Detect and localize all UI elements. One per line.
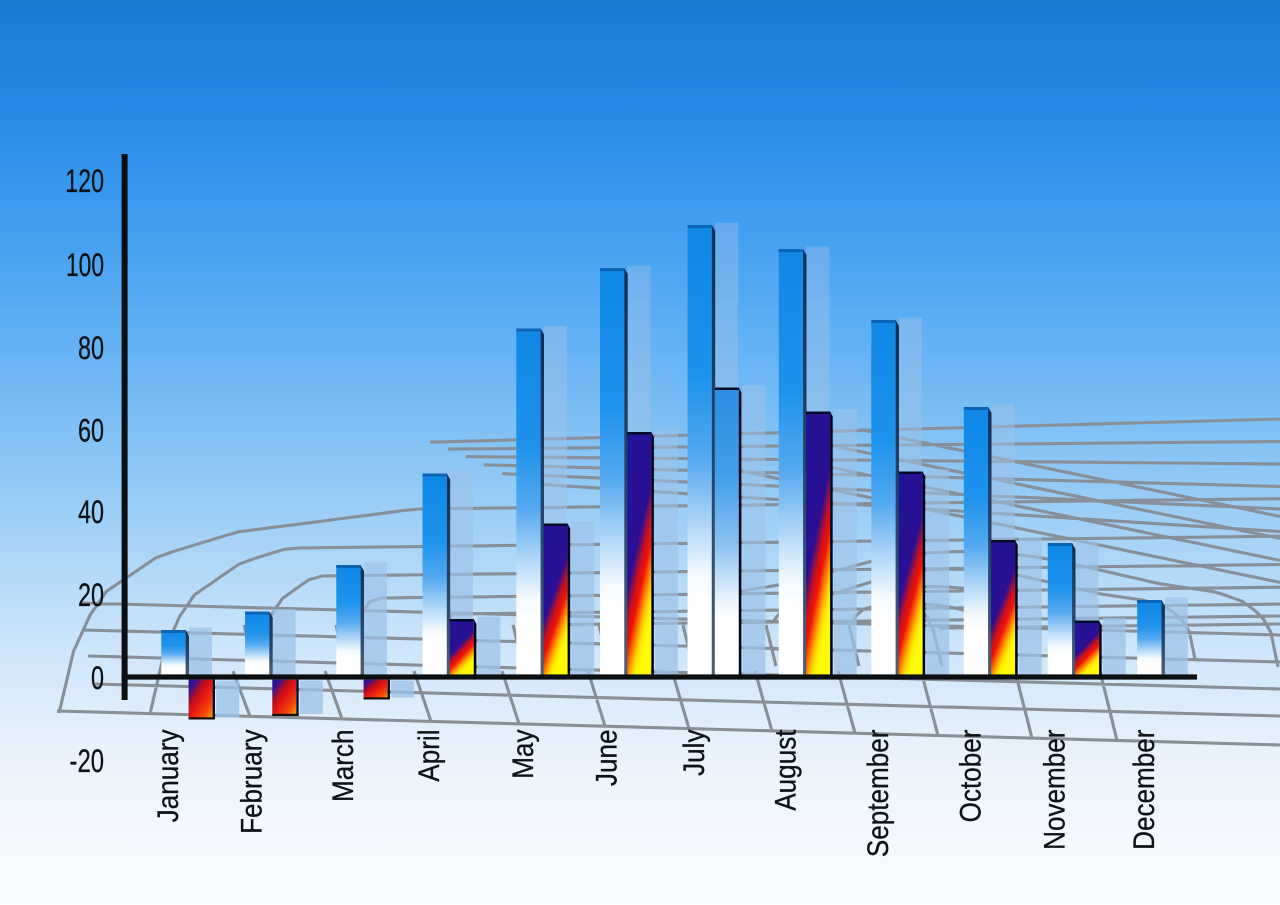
svg-text:20: 20: [78, 577, 104, 613]
svg-text:December: December: [1127, 730, 1160, 850]
svg-text:80: 80: [78, 330, 104, 366]
svg-text:July: July: [677, 730, 710, 776]
svg-text:October: October: [954, 730, 987, 823]
svg-text:-20: -20: [70, 743, 105, 779]
svg-text:September: September: [861, 730, 894, 858]
svg-text:0: 0: [91, 660, 104, 696]
svg-text:120: 120: [65, 163, 104, 199]
svg-text:November: November: [1038, 730, 1071, 850]
svg-text:August: August: [769, 729, 802, 810]
svg-text:April: April: [412, 730, 445, 782]
svg-text:February: February: [235, 730, 268, 834]
svg-text:40: 40: [78, 494, 104, 530]
svg-text:June: June: [590, 730, 623, 787]
svg-text:60: 60: [78, 413, 104, 449]
svg-text:January: January: [151, 730, 184, 823]
svg-text:March: March: [326, 730, 359, 803]
svg-text:100: 100: [66, 247, 104, 283]
svg-text:May: May: [506, 730, 539, 779]
